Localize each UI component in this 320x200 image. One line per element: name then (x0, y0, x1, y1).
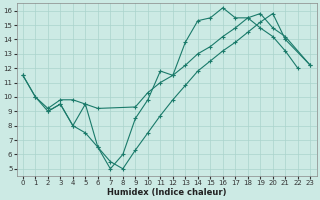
X-axis label: Humidex (Indice chaleur): Humidex (Indice chaleur) (107, 188, 226, 197)
